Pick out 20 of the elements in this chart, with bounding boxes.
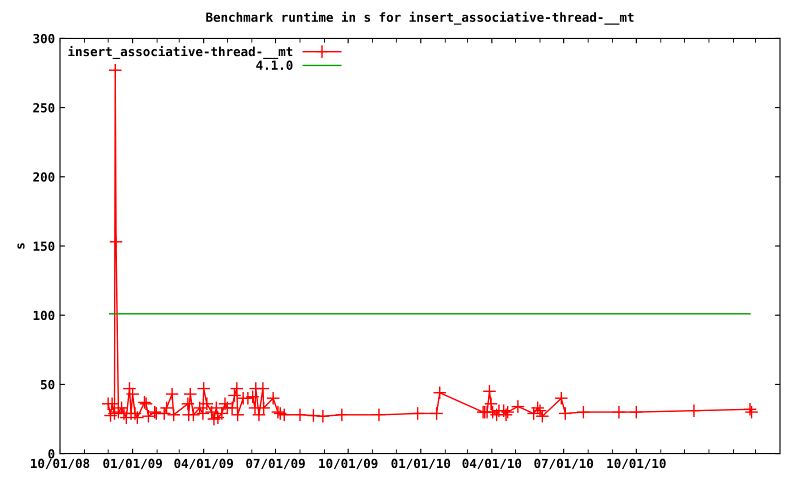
y-tick-label: 50 [40, 380, 54, 390]
x-tick-label: 07/01/09 [246, 458, 305, 470]
y-axis-title: s [17, 243, 25, 249]
x-tick-label: 10/01/09 [319, 458, 378, 470]
legend-label: 4.1.0 [256, 60, 293, 70]
x-tick-label: 04/01/09 [174, 458, 233, 470]
x-tick-label: 01/01/10 [391, 458, 450, 470]
x-tick-label: 04/01/10 [462, 458, 522, 470]
y-tick-label: 200 [33, 172, 54, 182]
y-tick-label: 100 [34, 310, 54, 320]
x-tick-label: 10/01/08 [31, 458, 90, 470]
y-tick-label: 150 [34, 241, 54, 251]
y-tick-label: 300 [33, 34, 54, 44]
legend-label: insert_associative-thread-__mt [68, 46, 292, 60]
y-tick-label: 250 [33, 103, 54, 113]
chart-title: Benchmark runtime in s for insert_associative-thread-__mt [206, 12, 634, 25]
y-tick-label: 0 [48, 449, 54, 459]
x-tick-label: 10/01/10 [607, 458, 666, 470]
x-tick-label: 07/01/10 [534, 458, 594, 470]
x-tick-label: 01/01/09 [103, 458, 162, 470]
